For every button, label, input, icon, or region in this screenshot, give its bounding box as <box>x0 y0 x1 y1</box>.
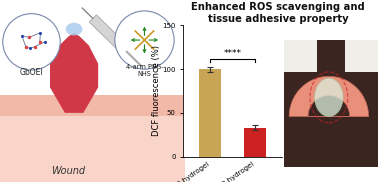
Circle shape <box>314 78 343 116</box>
Text: GbOEI: GbOEI <box>20 68 43 77</box>
Text: Wound: Wound <box>51 166 85 176</box>
FancyBboxPatch shape <box>0 106 185 182</box>
Polygon shape <box>345 40 378 72</box>
Bar <box>199 69 221 157</box>
Polygon shape <box>289 76 369 116</box>
Polygon shape <box>50 33 98 113</box>
FancyBboxPatch shape <box>284 40 378 167</box>
Y-axis label: DCF fluorescence (%): DCF fluorescence (%) <box>152 46 161 136</box>
Circle shape <box>3 14 60 70</box>
Polygon shape <box>89 15 133 58</box>
Text: 4-arm PEG-
NHS: 4-arm PEG- NHS <box>125 64 163 78</box>
Ellipse shape <box>66 23 82 35</box>
Polygon shape <box>122 47 137 62</box>
Polygon shape <box>284 40 316 72</box>
Bar <box>244 128 266 157</box>
FancyBboxPatch shape <box>0 95 185 116</box>
Text: Enhanced ROS scavenging and
tissue adhesive property: Enhanced ROS scavenging and tissue adhes… <box>191 2 365 24</box>
Circle shape <box>115 11 174 69</box>
Text: ****: **** <box>223 49 242 58</box>
